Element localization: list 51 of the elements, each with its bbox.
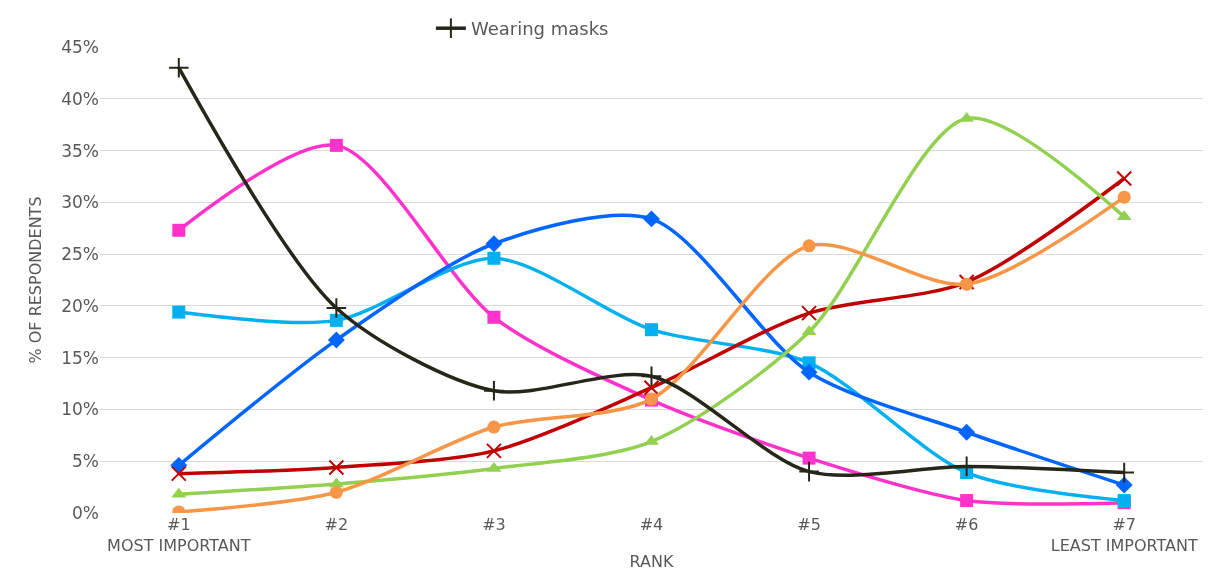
point xyxy=(487,251,501,265)
point xyxy=(328,459,345,476)
point xyxy=(172,223,186,237)
point xyxy=(170,465,187,482)
x-tick-label: #3 xyxy=(482,515,506,534)
point xyxy=(485,235,503,253)
point xyxy=(329,313,343,327)
x-tick-label: #1 MOST IMPORTANT xyxy=(107,515,251,555)
point xyxy=(487,420,501,434)
point xyxy=(958,423,976,441)
point xyxy=(640,365,663,388)
point xyxy=(643,379,660,396)
y-tick-label: 40% xyxy=(61,88,99,109)
x-tick-label: #6 xyxy=(954,515,979,534)
point xyxy=(800,363,818,381)
point xyxy=(1113,461,1136,484)
point xyxy=(1115,476,1133,494)
point xyxy=(329,138,343,152)
point xyxy=(167,56,190,79)
y-tick-label: 15% xyxy=(61,347,99,368)
y-tick-label: 25% xyxy=(61,244,99,265)
point xyxy=(798,460,820,483)
x-axis-title: RANK xyxy=(629,552,674,572)
y-tick-label: 45% xyxy=(61,36,99,57)
y-tick-label: 5% xyxy=(72,451,99,472)
y-tick-label: 30% xyxy=(61,192,99,213)
point xyxy=(172,305,186,319)
point xyxy=(487,310,501,324)
y-tick-label: 0% xyxy=(72,502,99,523)
y-tick-label: 20% xyxy=(61,295,99,316)
y-tick-label: 10% xyxy=(61,399,99,420)
point xyxy=(329,485,343,499)
point xyxy=(325,297,348,319)
x-tick-label: #7 LEAST IMPORTANT xyxy=(1050,515,1198,555)
y-axis-title: % OF RESPONDENTS xyxy=(26,196,46,364)
x-tick-label: #5 xyxy=(797,515,821,534)
point xyxy=(960,494,974,508)
point xyxy=(327,331,345,349)
point xyxy=(645,323,658,337)
point xyxy=(802,239,816,253)
legend-label: Wearing masks xyxy=(470,18,609,40)
x-tick-label: #2 xyxy=(324,515,349,534)
point xyxy=(801,305,818,322)
point xyxy=(643,210,660,228)
point xyxy=(1116,170,1133,187)
point xyxy=(485,442,502,459)
y-tick-label: 35% xyxy=(61,140,99,161)
point xyxy=(483,380,505,402)
point xyxy=(1117,190,1131,204)
point xyxy=(802,451,816,465)
x-tick-label: #4 xyxy=(639,515,664,534)
